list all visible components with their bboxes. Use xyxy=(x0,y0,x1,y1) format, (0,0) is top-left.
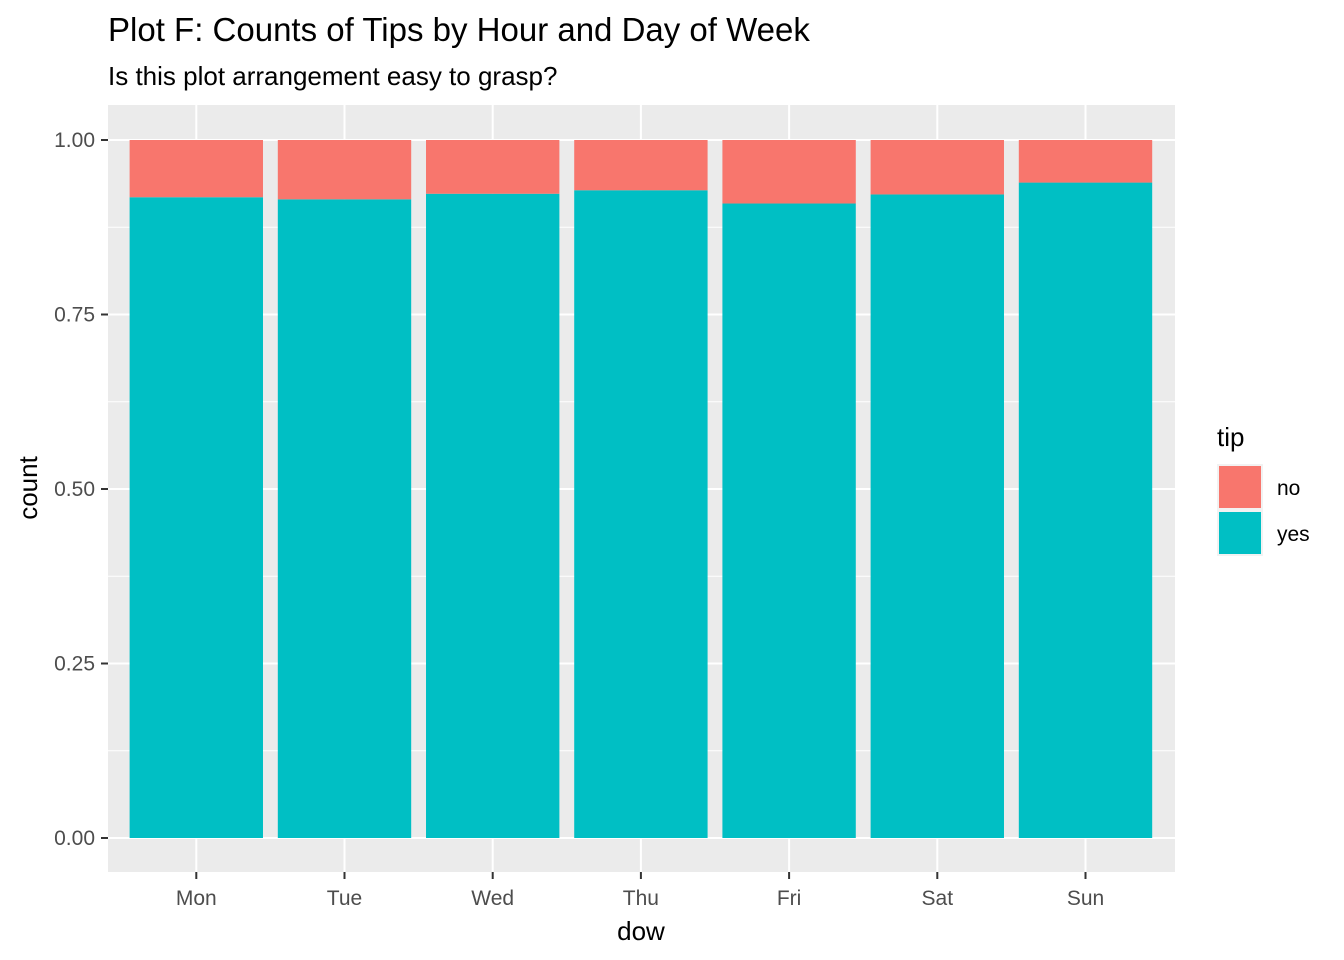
legend-key-no xyxy=(1219,466,1261,508)
legend-key-yes xyxy=(1219,512,1261,554)
x-tick-label: Sun xyxy=(1067,887,1104,910)
bar-no-wed xyxy=(426,140,560,194)
bar-yes-wed xyxy=(426,193,560,839)
bars xyxy=(129,140,1153,839)
y-tick-label: 0.50 xyxy=(54,478,95,501)
bar-yes-fri xyxy=(722,203,856,838)
legend-title: tip xyxy=(1217,422,1244,452)
x-axis: Mon Tue Wed Thu Fri Sat Sun xyxy=(176,872,1104,910)
y-tick-label: 0.00 xyxy=(54,827,95,850)
y-tick-label: 0.25 xyxy=(54,653,95,676)
y-axis-title: count xyxy=(13,455,43,519)
chart-title: Plot F: Counts of Tips by Hour and Day o… xyxy=(108,11,810,48)
x-tick-label: Fri xyxy=(777,887,802,910)
bar-yes-thu xyxy=(574,190,708,839)
x-tick-label: Sat xyxy=(922,887,954,910)
bar-no-tue xyxy=(277,140,412,200)
bar-no-sun xyxy=(1018,140,1153,183)
bar-yes-tue xyxy=(277,199,412,838)
legend: tip no yes xyxy=(1217,422,1310,556)
x-tick-label: Thu xyxy=(623,887,659,910)
x-tick-label: Tue xyxy=(327,887,362,910)
bar-no-fri xyxy=(722,140,856,204)
y-axis: 0.00 0.25 0.50 0.75 1.00 xyxy=(54,129,108,850)
bar-no-sat xyxy=(870,140,1004,195)
bar-yes-mon xyxy=(129,197,263,839)
y-tick-label: 1.00 xyxy=(54,129,95,152)
bar-no-mon xyxy=(129,140,263,198)
legend-label-yes: yes xyxy=(1277,523,1310,546)
legend-label-no: no xyxy=(1277,477,1300,500)
y-tick-label: 0.75 xyxy=(54,304,95,327)
x-tick-label: Wed xyxy=(471,887,514,910)
chart-subtitle: Is this plot arrangement easy to grasp? xyxy=(108,61,557,91)
x-axis-title: dow xyxy=(617,916,665,946)
bar-no-thu xyxy=(574,140,708,191)
x-tick-label: Mon xyxy=(176,887,217,910)
bar-yes-sun xyxy=(1018,182,1153,838)
bar-yes-sat xyxy=(870,194,1004,839)
